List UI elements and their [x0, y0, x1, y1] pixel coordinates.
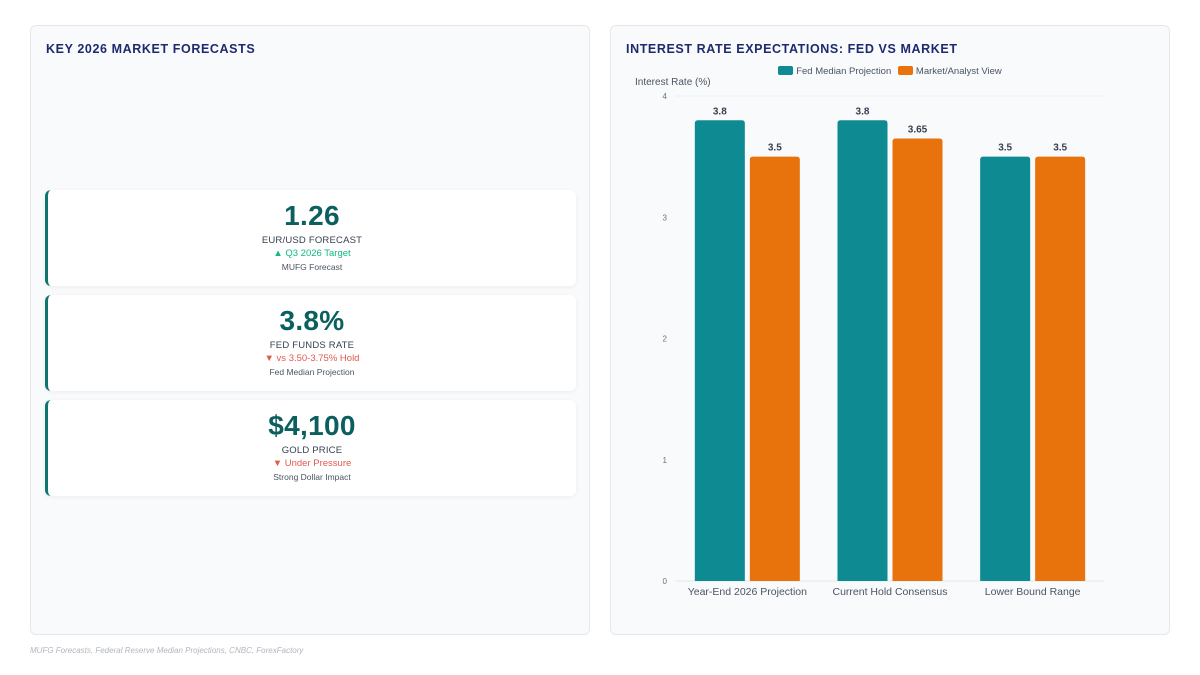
y-tick-label: 2 [663, 335, 668, 344]
y-tick-label: 1 [663, 456, 668, 465]
interest-rate-bar-chart: Interest Rate (%) 0 1 2 3 4 3.8 3.5 Year-End 202… [635, 77, 1104, 598]
data-label: 3.5 [1053, 143, 1067, 154]
legend-item-market[interactable]: Market/Analyst View [897, 66, 1002, 77]
bar-market [892, 138, 943, 581]
legend-label: Fed Median Projection [796, 66, 892, 77]
chart-title: INTEREST RATE EXPECTATIONS: FED VS MARKE… [626, 42, 958, 56]
forecast-cards: 1.26 EUR/USD FORECAST ▲ Q3 2026 Target M… [45, 190, 576, 505]
chart-legend: Fed Median Projection Market/Analyst Vie… [611, 66, 1169, 77]
x-tick-label: Lower Bound Range [985, 586, 1081, 598]
x-tick-label: Current Hold Consensus [833, 586, 948, 598]
y-axis-label: Interest Rate (%) [635, 77, 711, 88]
bar-market [749, 156, 800, 581]
forecasts-panel: KEY 2026 MARKET FORECASTS 1.26 EUR/USD F… [30, 25, 590, 635]
card-value: 1.26 [284, 200, 340, 231]
card-value: $4,100 [268, 410, 356, 441]
card-label: GOLD PRICE [281, 445, 343, 456]
card-change: ▼ Under Pressure [272, 458, 352, 469]
legend-swatch [897, 66, 913, 75]
card-source: Fed Median Projection [269, 367, 355, 377]
y-tick-label: 4 [663, 92, 668, 101]
data-label: 3.5 [768, 143, 782, 154]
bar-fed [837, 120, 888, 581]
card-label: FED FUNDS RATE [269, 340, 355, 351]
bar-fed [694, 120, 745, 581]
y-tick-label: 0 [663, 577, 668, 586]
forecast-card-gold: $4,100 GOLD PRICE ▼ Under Pressure Stron… [45, 400, 576, 496]
card-change: ▲ Q3 2026 Target [273, 248, 351, 259]
data-label: 3.8 [856, 106, 870, 117]
forecast-card-fed-funds: 3.8% FED FUNDS RATE ▼ vs 3.50-3.75% Hold… [45, 295, 576, 391]
card-source: MUFG Forecast [281, 262, 343, 272]
x-tick-label: Year-End 2026 Projection [688, 586, 807, 598]
forecasts-title: KEY 2026 MARKET FORECASTS [46, 42, 256, 56]
interest-rate-panel: INTEREST RATE EXPECTATIONS: FED VS MARKE… [610, 25, 1170, 635]
card-value: 3.8% [279, 305, 345, 336]
forecast-card-eurusd: 1.26 EUR/USD FORECAST ▲ Q3 2026 Target M… [45, 190, 576, 286]
data-label: 3.8 [713, 106, 727, 117]
data-label: 3.5 [998, 143, 1012, 154]
card-source: Strong Dollar Impact [273, 472, 351, 482]
legend-label: Market/Analyst View [915, 66, 1002, 77]
y-tick-label: 3 [663, 213, 668, 222]
bar-market [1035, 156, 1086, 581]
card-change: ▼ vs 3.50-3.75% Hold [264, 353, 360, 364]
sources-footer: MUFG Forecasts, Federal Reserve Median P… [30, 646, 304, 655]
bar-fed [980, 156, 1031, 581]
data-label: 3.65 [908, 124, 928, 135]
legend-item-fed[interactable]: Fed Median Projection [778, 66, 891, 77]
legend-swatch [778, 66, 794, 75]
card-label: EUR/USD FORECAST [261, 235, 363, 246]
